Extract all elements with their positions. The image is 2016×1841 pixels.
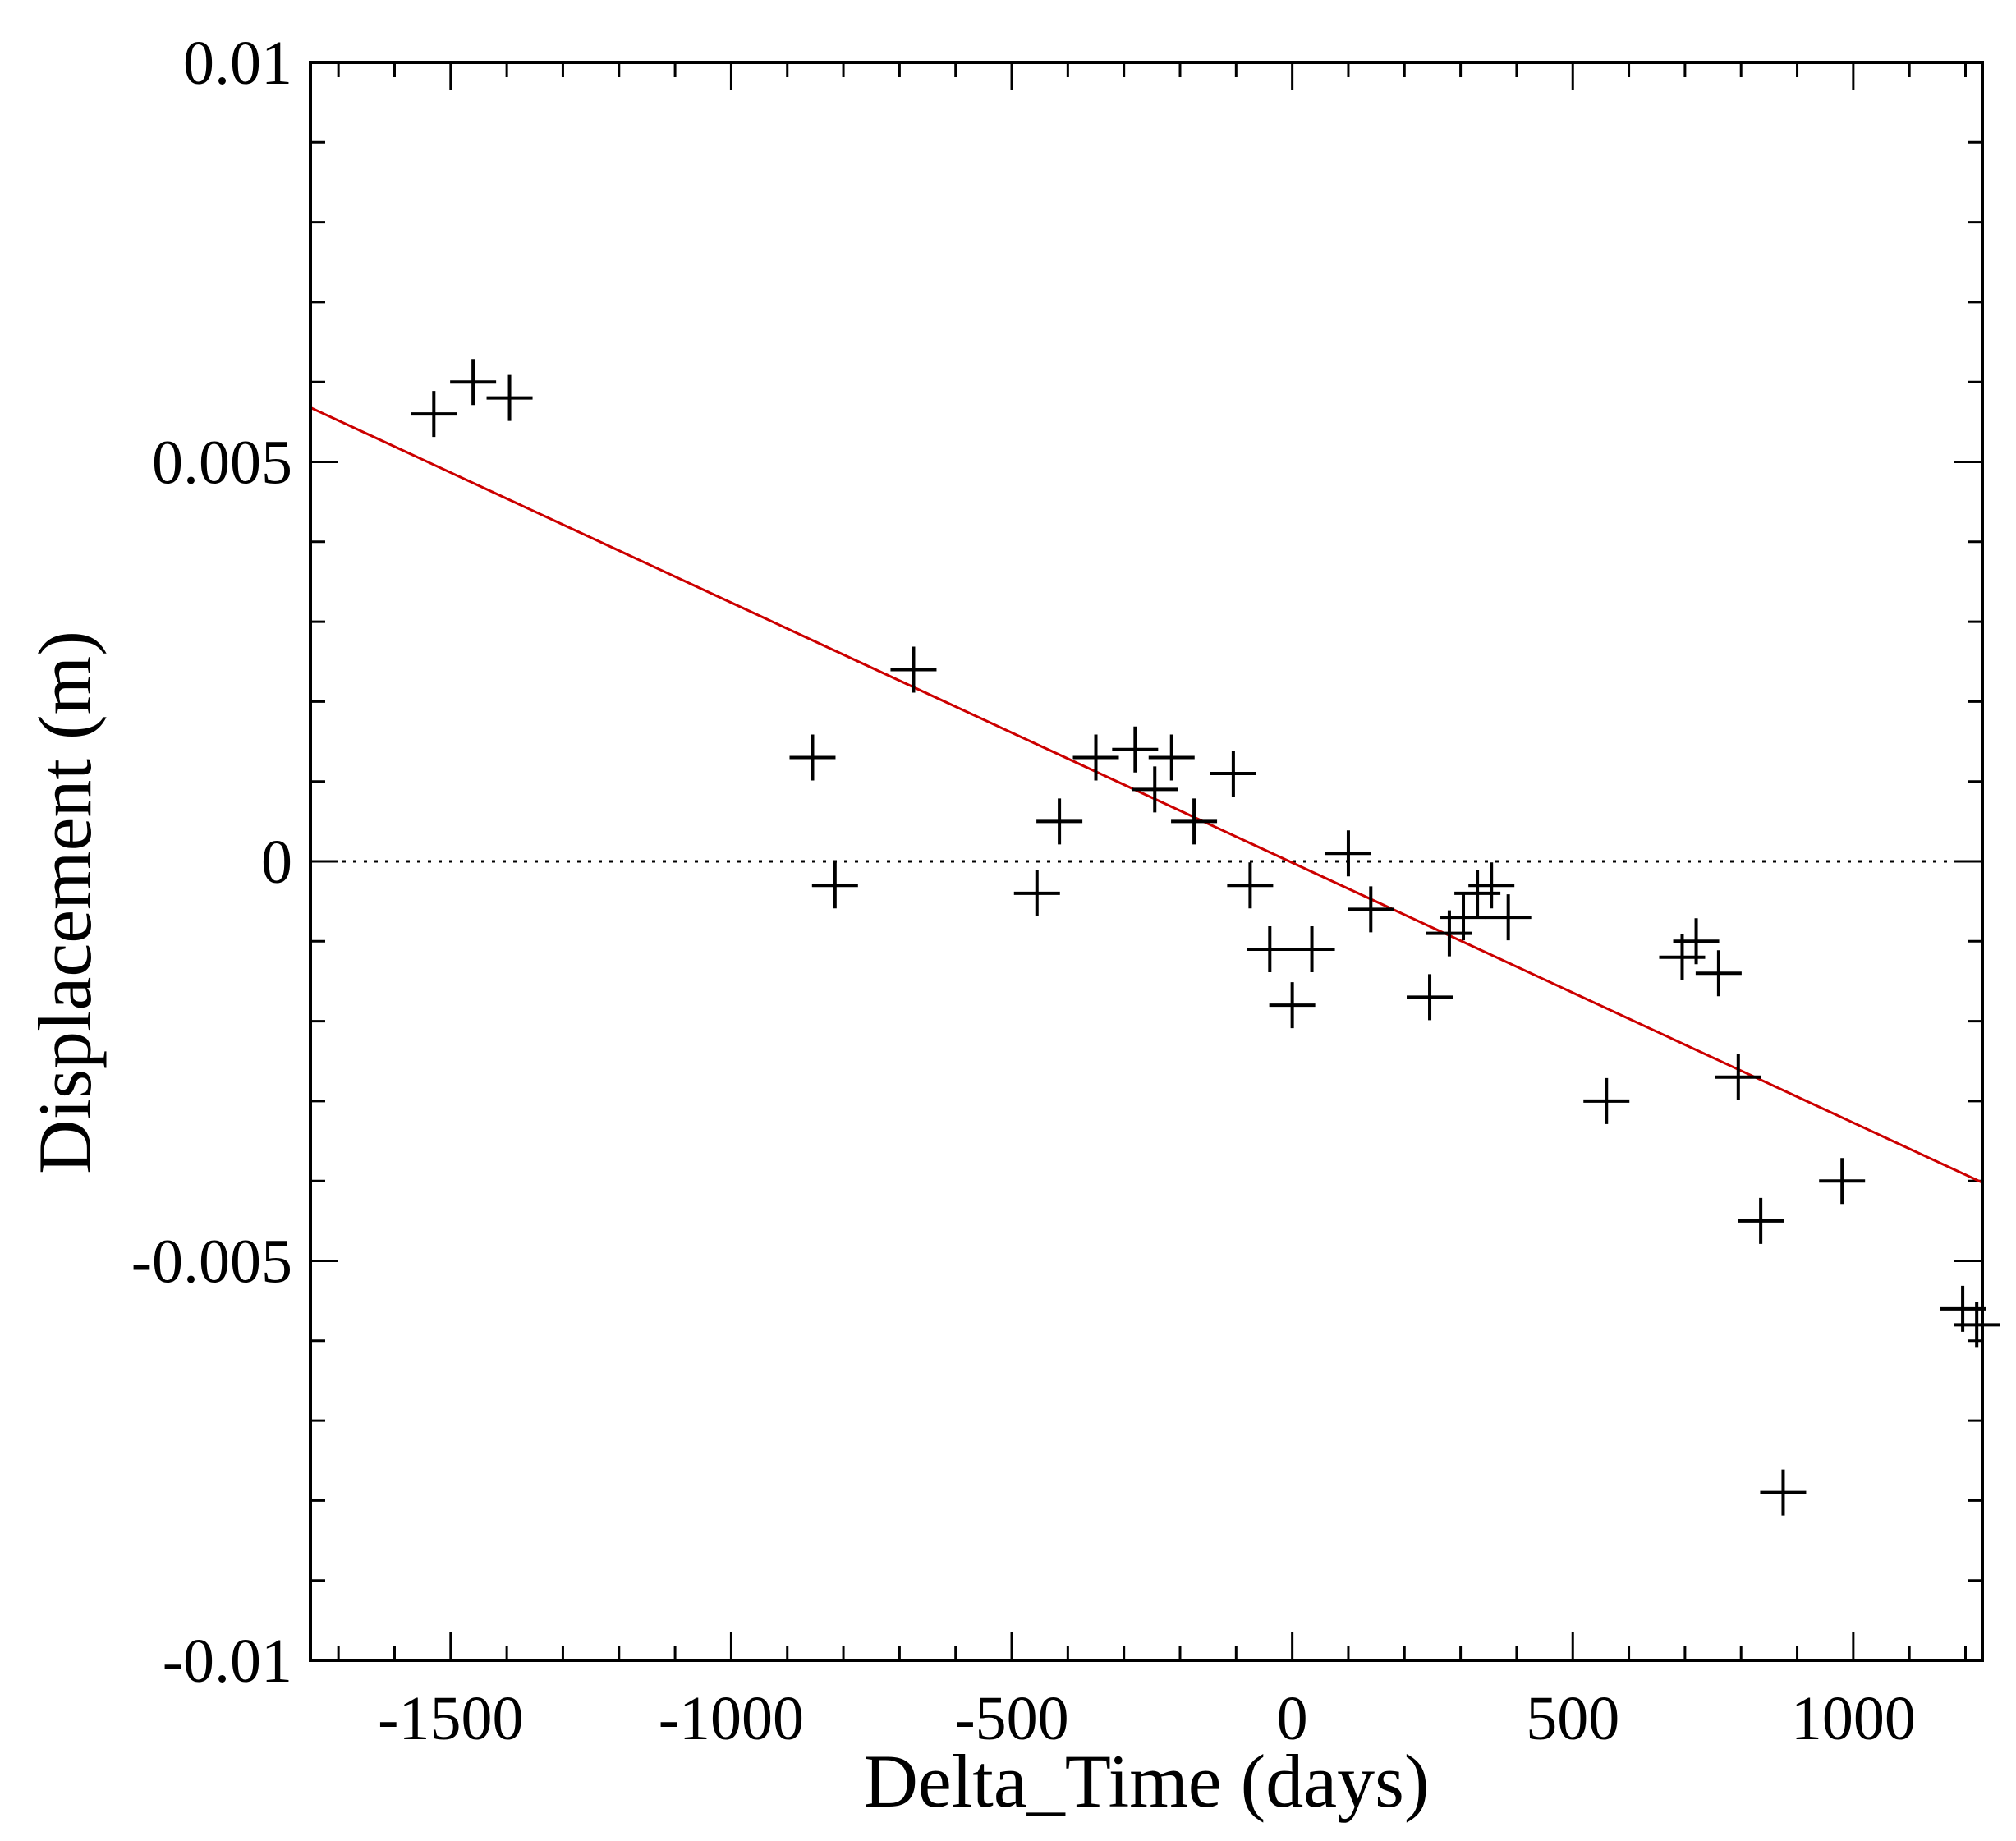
x-tick-label: -1500 [378,1684,523,1753]
data-point [1210,750,1256,797]
data-point [1288,926,1335,973]
data-point [1583,1077,1630,1124]
x-tick-label: -1000 [659,1684,804,1753]
data-point [486,374,533,421]
data-point [1148,734,1195,781]
data-point [1738,1197,1784,1244]
y-tick-label: -0.005 [131,1228,292,1297]
data-point [1112,726,1159,773]
x-tick-label: 500 [1526,1684,1619,1753]
data-point [1819,1158,1866,1205]
data-point [411,391,457,438]
plot-frame [309,61,1984,1662]
data-point [1407,974,1453,1021]
data-point [1247,926,1293,973]
x-tick-label: 1000 [1791,1684,1916,1753]
y-tick-label: -0.01 [163,1627,292,1696]
data-point [1954,1302,2000,1348]
data-point [1468,862,1515,909]
x-tick-label: -500 [954,1684,1068,1753]
data-point [1132,766,1178,813]
data-point [789,734,836,781]
x-tick-labels: -1500 -1000 -500 0 500 1000 [378,1684,1916,1753]
data-point [1227,862,1274,909]
data-point [1072,734,1119,781]
x-tick-label: 0 [1277,1684,1308,1753]
data-point [1036,798,1083,845]
data-point [1695,950,1742,997]
data-point [811,862,858,909]
data-point [450,359,497,406]
data-point [1440,894,1487,941]
data-point [1325,830,1371,877]
data-point [1760,1469,1807,1516]
y-axis-title: Displacement (m) [23,631,107,1174]
fit-line-group [310,406,1983,1184]
data-point [890,646,937,693]
y-tick-label: 0.005 [152,429,292,498]
x-axis-title: Delta_Time (days) [863,1739,1429,1823]
y-tick-label: 0 [261,828,292,897]
data-point [1348,886,1394,933]
data-point [1171,798,1218,845]
data-points [411,359,2000,1516]
data-point [1673,918,1720,965]
data-point [1485,894,1532,941]
y-tick-label: 0.01 [183,29,292,98]
fit-line [310,406,1983,1184]
data-point [1269,982,1316,1029]
data-point [1013,870,1060,916]
y-tick-labels: -0.01 -0.005 0 0.005 0.01 [131,29,292,1696]
data-point [1715,1054,1761,1100]
